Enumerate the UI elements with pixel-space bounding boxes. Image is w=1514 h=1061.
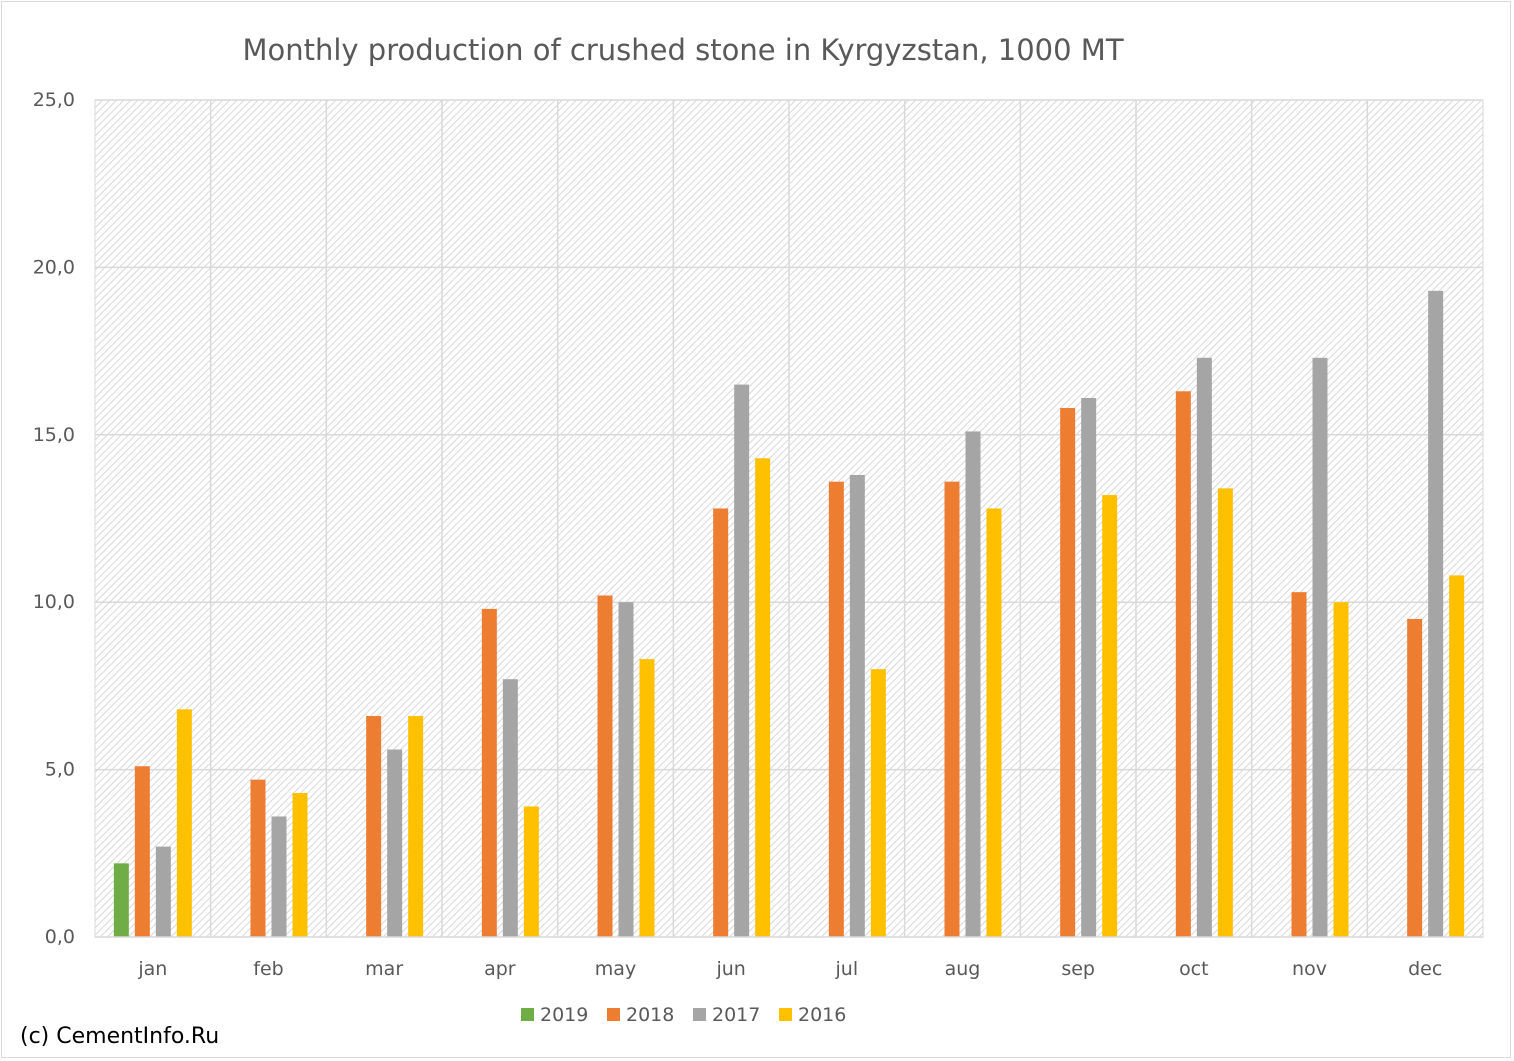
y-tick-label: 10,0 — [33, 591, 75, 613]
y-tick-label: 20,0 — [33, 256, 75, 278]
bar-2018-jul — [828, 481, 844, 937]
x-tick-label: feb — [253, 958, 283, 980]
legend-label: 2016 — [798, 1004, 846, 1026]
bar-2018-jan — [134, 766, 150, 937]
credit-text: (c) CementInfo.Ru — [20, 1024, 219, 1049]
x-tick-label: mar — [365, 958, 403, 980]
y-tick-label: 5,0 — [45, 759, 75, 781]
legend: 2019 2018 2017 2016 — [521, 1004, 846, 1026]
bar-2017-jul — [849, 474, 865, 937]
y-tick-label: 25,0 — [33, 89, 75, 111]
bar-2016-jan — [176, 709, 192, 937]
legend-swatch — [607, 1008, 620, 1021]
bar-2017-may — [618, 602, 634, 937]
y-tick-label: 0,0 — [45, 926, 75, 948]
x-tick-label: jan — [137, 958, 167, 980]
x-tick-label: sep — [1061, 958, 1095, 980]
bar-2017-sep — [1081, 397, 1097, 937]
bar-2018-sep — [1060, 408, 1076, 937]
bar-2016-dec — [1449, 575, 1465, 937]
bar-2017-apr — [502, 679, 518, 937]
bar-2017-jun — [734, 384, 750, 938]
x-tick-label: oct — [1179, 958, 1209, 980]
bar-2017-oct — [1196, 357, 1212, 937]
bar-2017-aug — [965, 431, 981, 937]
legend-label: 2017 — [712, 1004, 760, 1026]
x-tick-label: dec — [1408, 958, 1442, 980]
bar-2016-sep — [1102, 495, 1118, 937]
bar-2018-jun — [713, 508, 729, 937]
bar-2018-aug — [944, 481, 960, 937]
bar-2018-mar — [366, 716, 382, 937]
bar-2017-jan — [155, 846, 171, 937]
bar-2016-aug — [986, 508, 1002, 937]
legend-item-2019: 2019 — [521, 1004, 588, 1026]
bar-2016-nov — [1333, 602, 1349, 937]
x-tick-label: may — [595, 958, 636, 980]
bar-2017-nov — [1312, 357, 1328, 937]
legend-label: 2018 — [626, 1004, 674, 1026]
bar-2017-mar — [387, 749, 403, 937]
legend-swatch — [521, 1008, 534, 1021]
bar-2018-nov — [1291, 592, 1307, 937]
chart-title: Monthly production of crushed stone in K… — [242, 33, 1123, 67]
bar-2018-apr — [481, 608, 497, 937]
legend-label: 2019 — [540, 1004, 588, 1026]
legend-swatch — [693, 1008, 706, 1021]
bar-2016-jul — [870, 669, 886, 937]
bar-2016-feb — [292, 793, 308, 937]
bar-2016-may — [639, 659, 655, 937]
legend-item-2018: 2018 — [607, 1004, 674, 1026]
bar-2016-mar — [408, 716, 424, 937]
gridlines — [95, 99, 1483, 937]
bar-2019-jan — [113, 863, 129, 937]
x-tick-label: nov — [1292, 958, 1327, 980]
x-tick-label: apr — [484, 958, 516, 980]
x-tick-label: aug — [945, 958, 981, 980]
legend-item-2016: 2016 — [779, 1004, 846, 1026]
bar-2016-oct — [1217, 488, 1233, 937]
bar-2018-dec — [1407, 618, 1423, 937]
bar-2017-feb — [271, 816, 287, 937]
bar-2016-apr — [523, 806, 539, 937]
x-tick-label: jul — [835, 958, 859, 980]
bar-2018-feb — [250, 779, 266, 937]
y-tick-label: 15,0 — [33, 424, 75, 446]
bar-2016-jun — [755, 458, 771, 937]
bar-2018-may — [597, 595, 613, 937]
legend-item-2017: 2017 — [693, 1004, 760, 1026]
legend-swatch — [779, 1008, 792, 1021]
axes: 0,0 5,0 10,0 15,0 20,0 25,0 jan feb mar apr may jun… — [33, 89, 1483, 980]
x-tick-label: jun — [715, 958, 745, 980]
bars — [113, 290, 1465, 938]
bar-2018-oct — [1175, 391, 1191, 937]
bar-2017-dec — [1428, 290, 1444, 937]
